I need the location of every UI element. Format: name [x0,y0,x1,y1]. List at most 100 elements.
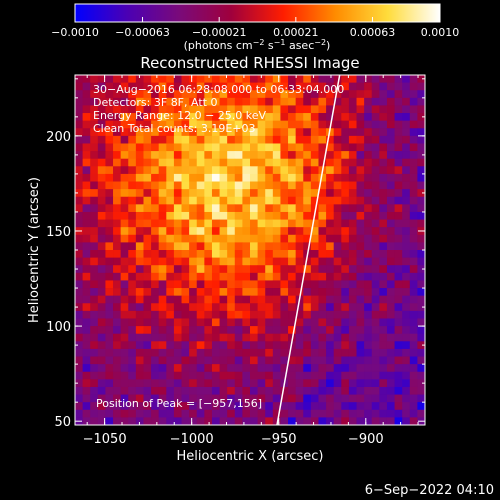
heatmap-cell [173,318,182,327]
heatmap-cell [364,303,373,312]
heatmap-cell [402,341,411,350]
heatmap-cell [234,97,243,106]
heatmap-cell [97,257,106,266]
heatmap-cell [120,196,129,205]
heatmap-cell [250,120,259,129]
heatmap-cell [394,82,403,91]
heatmap-cell [219,379,228,388]
heatmap-cell [151,158,160,167]
heatmap-cell [348,204,357,213]
heatmap-cell [394,234,403,243]
heatmap-cell [326,333,335,342]
heatmap-cell [113,82,122,91]
heatmap-cell [417,211,425,220]
heatmap-cell [288,280,297,289]
heatmap-cell [417,356,425,365]
heatmap-cell [288,196,297,205]
heatmap-cell [105,280,114,289]
heatmap-cell [105,295,114,304]
heatmap-cell [257,158,266,167]
heatmap-cell [371,166,380,175]
heatmap-cell [151,120,160,129]
heatmap-cell [234,242,243,251]
heatmap-cell [97,379,106,388]
heatmap-cell [280,151,289,160]
heatmap-cell [348,181,357,190]
heatmap-cell [379,75,388,84]
heatmap-cell [135,265,144,274]
heatmap-cell [348,417,357,425]
heatmap-cell [181,90,190,99]
heatmap-cell [379,90,388,99]
heatmap-cell [341,272,350,281]
heatmap-cell [158,379,167,388]
heatmap-cell [402,379,411,388]
heatmap-cell [90,303,99,312]
heatmap-cell [310,417,319,425]
heatmap-cell [82,417,91,425]
heatmap-cell [280,120,289,129]
heatmap-cell [280,105,289,114]
heatmap-cell [135,371,144,380]
heatmap-cell [75,75,84,84]
heatmap-cell [166,105,175,114]
heatmap-cell [75,189,84,198]
heatmap-cell [128,227,137,236]
heatmap-cell [173,219,182,228]
heatmap-cell [97,227,106,236]
heatmap-cell [386,333,395,342]
heatmap-cell [310,257,319,266]
heatmap-cell [97,402,106,411]
heatmap-cell [151,257,160,266]
heatmap-cell [113,265,122,274]
heatmap-cell [128,105,137,114]
heatmap-cell [189,151,198,160]
heatmap-cell [265,280,274,289]
heatmap-cell [257,348,266,357]
heatmap-cell [90,386,99,395]
heatmap-cell [227,326,236,335]
heatmap-cell [120,295,129,304]
heatmap-cell [417,288,425,297]
heatmap-cell [181,356,190,365]
heatmap-cell [288,265,297,274]
heatmap-cell [242,250,251,259]
heatmap-cell [135,280,144,289]
heatmap-cell [166,409,175,418]
heatmap-cell [143,280,152,289]
heatmap-cell [181,364,190,373]
heatmap-cell [417,371,425,380]
heatmap-cell [409,135,418,144]
heatmap-cell [128,265,137,274]
heatmap-cell [318,189,327,198]
heatmap-cell [257,173,266,182]
heatmap-cell [120,310,129,319]
heatmap-cell [288,219,297,228]
heatmap-cell [158,90,167,99]
heatmap-cell [394,295,403,304]
heatmap-cell [105,386,114,395]
heatmap-cell [173,371,182,380]
heatmap-cell [265,310,274,319]
heatmap-cell [219,341,228,350]
heatmap-cell [303,219,312,228]
heatmap-cell [417,250,425,259]
heatmap-cell [227,173,236,182]
heatmap-cell [113,341,122,350]
heatmap-cell [189,402,198,411]
heatmap-cell [280,280,289,289]
heatmap-cell [211,196,220,205]
heatmap-cell [158,128,167,137]
heatmap-cell [303,280,312,289]
heatmap-cell [341,234,350,243]
heatmap-cell [280,219,289,228]
heatmap-cell [371,341,380,350]
heatmap-cell [394,75,403,84]
heatmap-cell [128,364,137,373]
heatmap-cell [250,250,259,259]
heatmap-cell [265,151,274,160]
heatmap-cell [333,303,342,312]
heatmap-cell [394,120,403,129]
heatmap-cell [97,166,106,175]
heatmap-cell [189,211,198,220]
